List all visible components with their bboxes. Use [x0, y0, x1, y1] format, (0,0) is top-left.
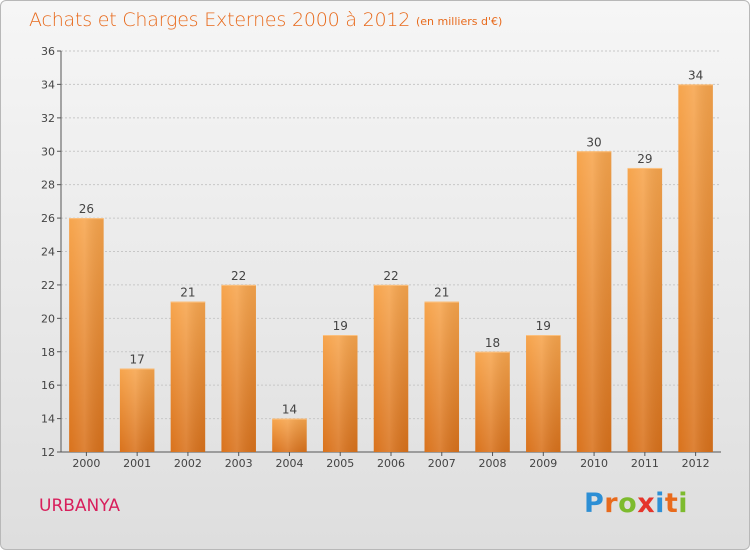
bar-shine: [475, 351, 510, 452]
data-label: 22: [383, 269, 398, 283]
bar-shine: [221, 284, 256, 452]
logo-letter: i: [678, 488, 689, 519]
data-label: 19: [333, 319, 348, 333]
y-tick-label: 22: [41, 279, 55, 292]
y-tick-label: 18: [41, 346, 55, 359]
y-tick-label: 30: [41, 145, 55, 158]
y-tick-label: 32: [41, 112, 55, 125]
data-label: 19: [536, 319, 551, 333]
logo-letter: x: [637, 488, 656, 519]
x-tick-label: 2001: [123, 457, 151, 470]
data-label: 34: [688, 68, 703, 82]
x-tick-label: 2012: [682, 457, 710, 470]
bar-shine: [170, 301, 206, 452]
bar-shine: [119, 368, 155, 452]
y-tick-label: 20: [41, 312, 55, 325]
labels: 12 14 16 18 20 22 24 26 28 30 32 34 36 26 2000 17 2001 21…: [41, 45, 710, 470]
logo-letter: i: [655, 488, 665, 519]
y-tick-label: 36: [41, 45, 55, 58]
x-tick-label: 2002: [174, 457, 202, 470]
data-label: 17: [130, 352, 145, 366]
bar-shine: [576, 151, 612, 452]
x-tick-label: 2005: [326, 457, 354, 470]
x-tick-label: 2010: [580, 457, 608, 470]
data-label: 14: [282, 403, 297, 417]
data-label: 30: [586, 135, 601, 149]
x-tick-label: 2004: [275, 457, 303, 470]
bar-shine: [526, 335, 561, 452]
y-tick-label: 16: [41, 379, 55, 392]
data-label: 22: [231, 269, 246, 283]
x-tick-label: 2008: [479, 457, 507, 470]
data-label: 18: [485, 336, 500, 350]
x-tick-label: 2011: [631, 457, 659, 470]
x-tick-label: 2009: [529, 457, 557, 470]
y-tick-label: 12: [41, 446, 55, 459]
data-label: 21: [180, 286, 195, 300]
x-tick-label: 2003: [225, 457, 253, 470]
bar-shine: [627, 167, 663, 453]
x-tick-label: 2007: [428, 457, 456, 470]
bar-shine: [322, 335, 358, 452]
y-tick-label: 14: [41, 413, 55, 426]
commune-name: URBANYA: [39, 496, 120, 516]
logo-letter: t: [664, 488, 679, 519]
bar-shine: [678, 84, 713, 453]
y-tick-label: 24: [41, 246, 55, 259]
proxiti-logo: Proxiti: [584, 488, 688, 519]
bar-shine: [272, 418, 307, 452]
x-tick-label: 2006: [377, 457, 405, 470]
logo-letter: P: [584, 488, 605, 519]
bar-shine: [69, 218, 104, 452]
y-tick-label: 34: [41, 78, 55, 91]
chart-title: Achats et Charges Externes 2000 à 2012: [29, 9, 411, 31]
y-tick-label: 26: [41, 212, 55, 225]
chart-subtitle: (en milliers d'€): [416, 15, 503, 28]
bars: [69, 84, 713, 453]
bar-shine: [424, 301, 460, 452]
data-label: 26: [79, 202, 94, 216]
bar-shine: [373, 284, 409, 452]
data-label: 21: [434, 286, 449, 300]
logo-letter: o: [618, 488, 638, 519]
y-tick-label: 28: [41, 179, 55, 192]
x-tick-label: 2000: [72, 457, 100, 470]
logo-letter: r: [604, 488, 619, 519]
data-label: 29: [637, 152, 652, 166]
